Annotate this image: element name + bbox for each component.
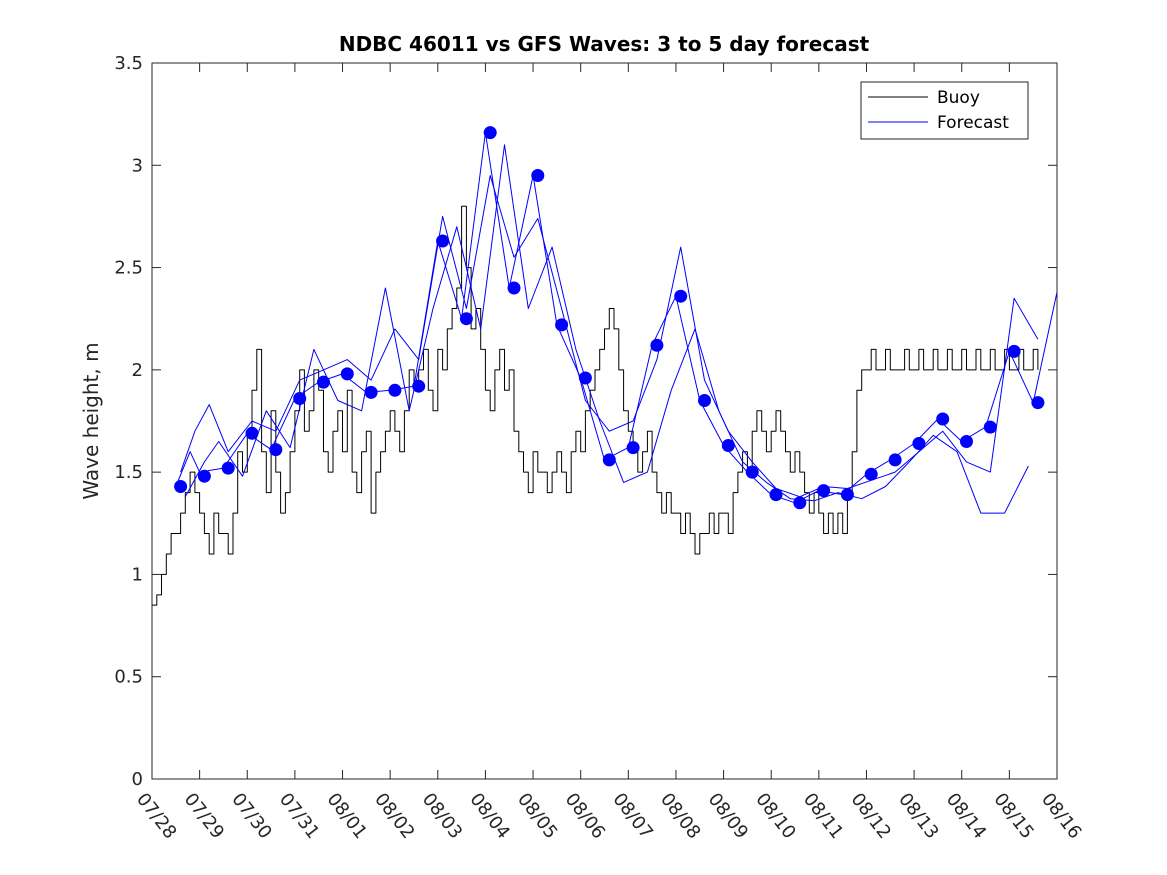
forecast-marker bbox=[436, 234, 450, 248]
forecast-marker bbox=[507, 281, 521, 295]
forecast-marker bbox=[793, 496, 807, 510]
y-tick-labels: 0 0.5 1 1.5 2 2.5 3 3.5 bbox=[114, 53, 143, 790]
forecast-marker bbox=[364, 385, 378, 399]
y-tick-label: 2 bbox=[132, 360, 143, 381]
forecast-marker bbox=[459, 312, 473, 326]
forecast-marker bbox=[1007, 344, 1021, 358]
forecast-marker bbox=[602, 453, 616, 467]
forecast-marker bbox=[388, 383, 402, 397]
legend-box bbox=[860, 81, 1029, 140]
forecast-marker bbox=[674, 289, 688, 303]
y-tick-label: 2.5 bbox=[114, 258, 143, 279]
forecast-marker bbox=[626, 441, 640, 455]
forecast-marker bbox=[888, 453, 902, 467]
forecast-marker bbox=[745, 465, 759, 479]
forecast-marker bbox=[1031, 396, 1045, 410]
y-tick-label: 3.5 bbox=[114, 53, 143, 74]
forecast-marker bbox=[864, 467, 878, 481]
y-tick-label: 0.5 bbox=[114, 667, 143, 688]
forecast-marker bbox=[912, 437, 926, 450]
forecast-line-2 bbox=[180, 175, 1039, 498]
forecast-marker bbox=[840, 488, 854, 502]
forecast-marker bbox=[269, 443, 283, 457]
forecast-marker bbox=[555, 318, 569, 332]
forecast-marker bbox=[221, 461, 235, 475]
ticks-layer bbox=[151, 62, 1058, 780]
forecast-marker bbox=[531, 169, 545, 182]
forecast-marker bbox=[769, 488, 783, 502]
forecast-marker bbox=[721, 439, 735, 452]
y-tick-label: 3 bbox=[132, 155, 143, 176]
forecast-marker bbox=[936, 412, 950, 426]
forecast-marker bbox=[293, 392, 307, 405]
plot-area bbox=[151, 62, 1058, 780]
forecast-marker bbox=[245, 426, 259, 440]
forecast-marker bbox=[412, 379, 426, 393]
forecast-marker bbox=[698, 394, 711, 407]
forecast-marker bbox=[983, 420, 997, 434]
y-axis-label: Wave height, m bbox=[79, 342, 103, 499]
forecast-marker bbox=[340, 367, 354, 381]
y-tick-label: 0 bbox=[132, 769, 143, 790]
chart-title: NDBC 46011 vs GFS Waves: 3 to 5 day fore… bbox=[339, 32, 870, 56]
forecast-marker bbox=[483, 126, 497, 140]
forecast-marker bbox=[650, 338, 664, 352]
forecast-marker bbox=[317, 375, 330, 389]
y-tick-label: 1 bbox=[132, 564, 143, 585]
forecast-marker bbox=[174, 480, 188, 493]
axes-box bbox=[151, 62, 1058, 780]
forecast-line-3 bbox=[184, 144, 1029, 514]
y-tick-label: 1.5 bbox=[114, 462, 143, 483]
legend-buoy-label: Buoy bbox=[937, 88, 980, 108]
legend-forecast-label: Forecast bbox=[937, 113, 1009, 133]
forecast-marker bbox=[817, 484, 831, 498]
forecast-marker bbox=[197, 469, 211, 483]
markers-layer bbox=[174, 126, 1045, 510]
forecast-marker bbox=[578, 371, 592, 385]
forecast-marker bbox=[960, 435, 973, 448]
legend: Buoy Forecast bbox=[860, 81, 1029, 140]
